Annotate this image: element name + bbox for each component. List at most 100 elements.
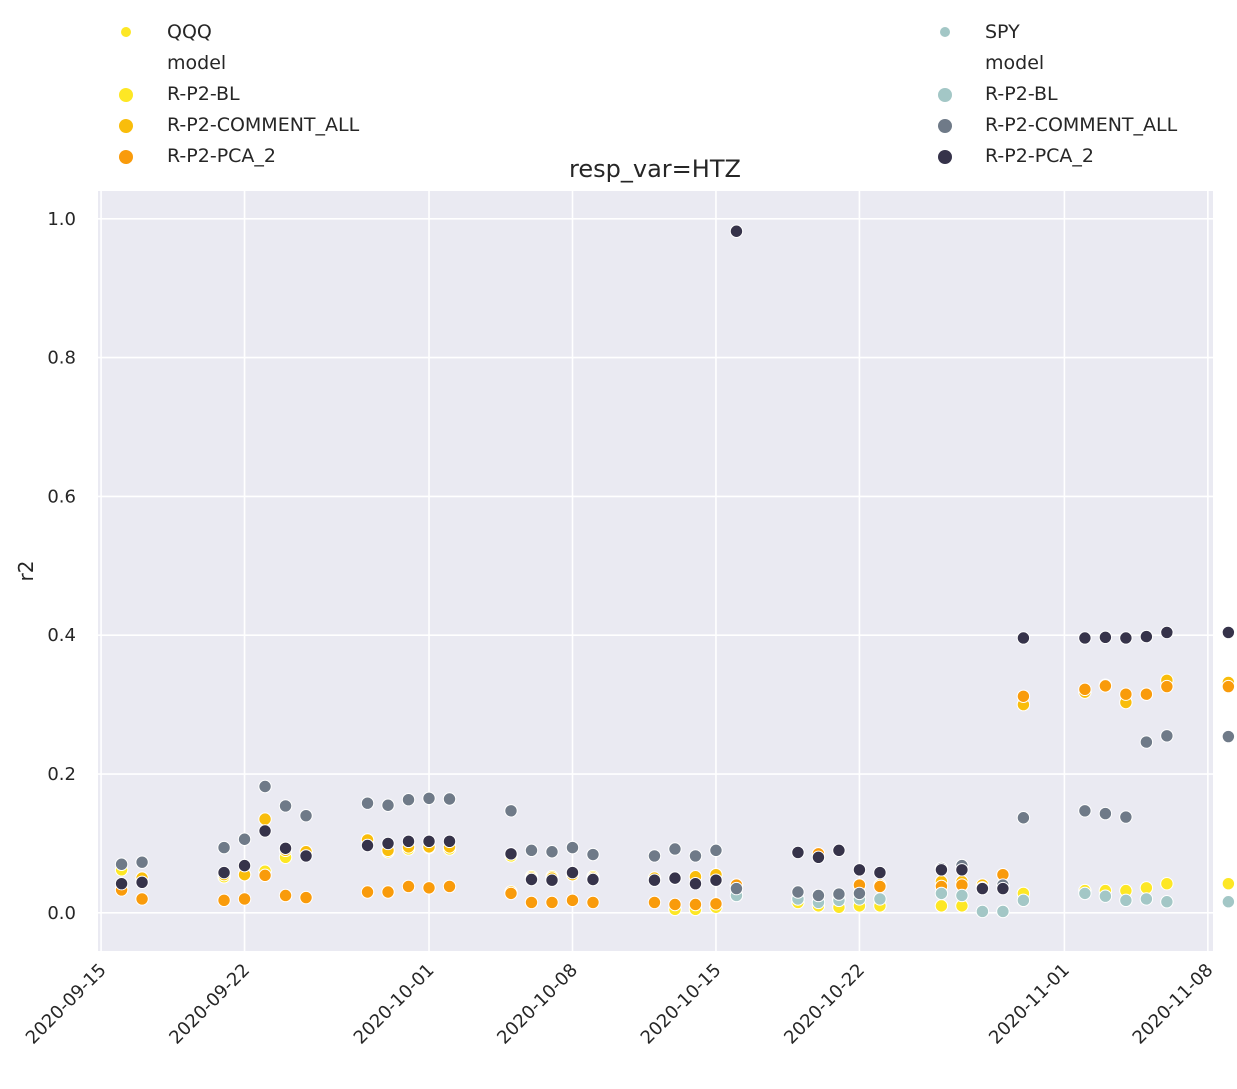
data-point: [217, 893, 231, 908]
data-point: [791, 845, 805, 860]
data-point: [1221, 729, 1236, 744]
data-point: [668, 897, 682, 912]
data-point: [442, 834, 457, 849]
data-point: [975, 881, 990, 896]
data-point: [1119, 631, 1133, 645]
data-point: [114, 857, 129, 871]
legend-label-qqq-comment-all: R-P2-COMMENT_ALL: [167, 114, 360, 136]
data-point: [688, 897, 703, 912]
data-point: [934, 899, 949, 913]
data-point: [1078, 804, 1092, 818]
x-tick-label: 2020-10-15: [637, 960, 726, 1049]
data-point: [1160, 876, 1174, 891]
data-point: [688, 849, 703, 863]
legend-label-spy-comment-all: R-P2-COMMENT_ALL: [985, 114, 1178, 136]
data-point: [1139, 892, 1154, 906]
data-point: [524, 843, 539, 858]
x-tick-label: 2020-09-15: [22, 960, 111, 1049]
data-point: [586, 847, 600, 862]
data-point: [565, 893, 580, 908]
data-point: [852, 886, 867, 901]
data-point: [647, 873, 662, 887]
chart-title: resp_var=HTZ: [569, 155, 741, 183]
legend-label-qqq-bl: R-P2-BL: [167, 83, 240, 105]
legend-marker-qqq-pca2: [119, 150, 133, 164]
data-point: [1160, 625, 1174, 640]
data-point: [1160, 729, 1174, 743]
data-point: [1016, 631, 1031, 645]
data-point: [217, 840, 231, 855]
data-point: [1098, 806, 1113, 821]
data-point: [1119, 810, 1133, 824]
data-point: [709, 873, 723, 887]
data-point: [1016, 811, 1031, 825]
data-point: [237, 858, 252, 873]
data-point: [1139, 735, 1154, 749]
data-point: [996, 881, 1010, 896]
data-point: [1078, 886, 1092, 901]
data-point: [278, 888, 293, 903]
data-point: [278, 799, 293, 813]
data-point: [422, 881, 436, 895]
data-point: [504, 886, 518, 901]
legend-label-spy-bl: R-P2-BL: [985, 83, 1058, 105]
x-tick-label: 2020-11-01: [985, 960, 1074, 1049]
x-tick-labels: 2020-09-15 2020-09-22 2020-10-01 2020-10-08…: [22, 960, 1218, 1049]
y-tick-label: 0.0: [47, 903, 76, 924]
data-point: [237, 832, 252, 846]
data-points: [114, 224, 1236, 919]
data-point: [1160, 679, 1174, 694]
data-point: [1098, 679, 1113, 693]
legend-index-label-qqq: QQQ: [167, 21, 212, 43]
data-point: [442, 879, 457, 894]
data-point: [955, 863, 969, 877]
data-point: [709, 843, 723, 858]
data-point: [258, 779, 272, 794]
legend-index-label-spy: SPY: [985, 21, 1020, 43]
data-point: [688, 876, 703, 891]
data-point: [381, 836, 395, 851]
data-point: [360, 885, 375, 899]
y-tick-label: 0.2: [47, 764, 76, 785]
data-point: [278, 841, 293, 855]
legend-marker-spy-comment-all: [938, 119, 952, 133]
data-point: [1078, 631, 1092, 645]
data-point: [1016, 689, 1031, 703]
data-point: [135, 855, 149, 869]
x-tick-label: 2020-10-22: [780, 960, 869, 1049]
data-point: [545, 873, 559, 887]
legend-index-marker-qqq: [121, 27, 131, 37]
y-tick-label: 1.0: [47, 209, 76, 230]
data-point: [422, 834, 436, 849]
legend-index-marker-spy: [940, 27, 950, 37]
data-point: [873, 892, 887, 906]
data-point: [955, 888, 969, 903]
data-point: [1221, 679, 1236, 694]
data-point: [832, 843, 846, 858]
data-point: [524, 872, 539, 887]
data-point: [791, 885, 805, 899]
data-point: [135, 892, 149, 906]
y-axis-label: r2: [14, 561, 38, 582]
x-tick-label: 2020-11-08: [1129, 960, 1218, 1049]
data-point: [1139, 881, 1154, 895]
data-point: [442, 792, 457, 806]
data-point: [258, 812, 272, 826]
data-point: [1221, 895, 1236, 909]
x-tick-label: 2020-10-01: [350, 960, 439, 1049]
data-point: [381, 885, 395, 899]
data-point: [258, 868, 272, 883]
data-point: [258, 824, 272, 838]
grid-lines: [98, 191, 1213, 951]
data-point: [852, 863, 867, 877]
x-tick-label: 2020-09-22: [165, 960, 254, 1049]
data-point: [586, 895, 600, 910]
data-point: [975, 904, 990, 919]
data-point: [934, 886, 949, 901]
data-point: [565, 865, 580, 880]
data-point: [504, 804, 518, 818]
y-tick-label: 0.8: [47, 348, 76, 369]
data-point: [729, 881, 744, 896]
data-point: [381, 798, 395, 812]
